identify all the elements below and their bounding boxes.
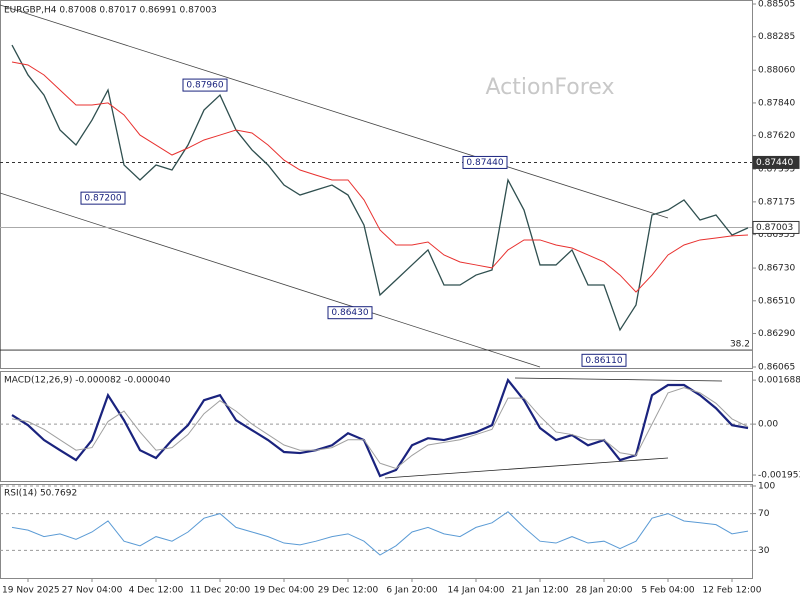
chart-title: EURGBP,H4 0.87008 0.87017 0.86991 0.8700…	[4, 6, 217, 16]
channel-lower	[0, 192, 541, 368]
series-line	[11, 377, 749, 478]
macd-title: MACD(12,26,9) -0.000082 -0.000040	[4, 376, 171, 386]
annotation-label: 0.86430	[331, 308, 368, 318]
price-pane	[0, 0, 753, 369]
y-tick-label: 0.86510	[758, 296, 795, 306]
series-line	[11, 511, 749, 556]
y-tick-label: 0.87175	[758, 197, 795, 207]
x-tick-label: 12 Feb 12:00	[702, 586, 761, 596]
annotation-box	[327, 306, 373, 320]
x-tick-label: 21 Jan 12:00	[512, 586, 569, 596]
annotation-box	[581, 353, 627, 367]
x-tick-label: 14 Jan 04:00	[448, 586, 505, 596]
y-tick-label: 0.86065	[758, 363, 795, 373]
y-tick-label: 0.001688	[758, 376, 800, 386]
x-tick-label: 6 Jan 20:00	[386, 586, 438, 596]
y-tick-label: 0.86955	[758, 230, 795, 240]
y-tick-label: 0.88060	[758, 66, 795, 76]
divergence-line	[384, 457, 669, 479]
y-tick-label: 70	[758, 509, 770, 519]
x-tick-label: 19 Nov 2025	[2, 586, 60, 596]
annotation-box	[182, 78, 228, 92]
level-label: 0.87440	[756, 158, 793, 168]
series-line	[11, 387, 749, 470]
x-tick-label: 4 Dec 12:00	[129, 586, 184, 596]
level-label: 0.87003	[756, 223, 793, 233]
watermark: ActionForex	[486, 75, 615, 100]
y-tick-label: 0.86730	[758, 264, 795, 274]
x-tick-label: 28 Jan 20:00	[576, 586, 633, 596]
y-tick-label: 0.00	[758, 420, 778, 430]
y-tick-label: 100	[758, 482, 775, 492]
x-tick-label: 19 Dec 04:00	[254, 586, 315, 596]
fib-label: 38.2	[730, 340, 750, 350]
x-tick-label: 5 Feb 04:00	[641, 586, 695, 596]
rsi-pane	[0, 484, 753, 579]
series-line	[11, 44, 749, 332]
x-tick-label: 11 Dec 20:00	[190, 586, 251, 596]
x-tick-label: 27 Nov 04:00	[62, 586, 123, 596]
y-tick-label: 0.87395	[758, 165, 795, 175]
x-tick-label: 29 Dec 12:00	[318, 586, 379, 596]
rsi-title: RSI(14) 50.7692	[4, 489, 77, 499]
y-tick-label: -0.001953	[758, 471, 800, 481]
y-tick-label: 30	[758, 546, 770, 556]
y-tick-label: 0.87620	[758, 131, 795, 141]
annotation-label: 0.87960	[186, 81, 223, 91]
y-tick-label: 0.86290	[758, 329, 795, 339]
divergence-line	[514, 377, 723, 382]
annotation-box	[462, 155, 508, 169]
y-tick-label: 0.88285	[758, 32, 795, 42]
channel-upper	[0, 4, 669, 219]
series-line	[11, 61, 749, 293]
y-tick-label: 0.87840	[758, 98, 795, 108]
macd-pane	[0, 371, 753, 482]
annotation-label: 0.86110	[585, 356, 622, 366]
annotation-label: 0.87440	[466, 158, 503, 168]
y-tick-label: 0.88505	[758, 0, 795, 10]
annotation-box	[80, 191, 126, 205]
level-tag	[752, 220, 800, 234]
annotation-label: 0.87200	[84, 194, 121, 204]
level-tag	[752, 155, 800, 169]
